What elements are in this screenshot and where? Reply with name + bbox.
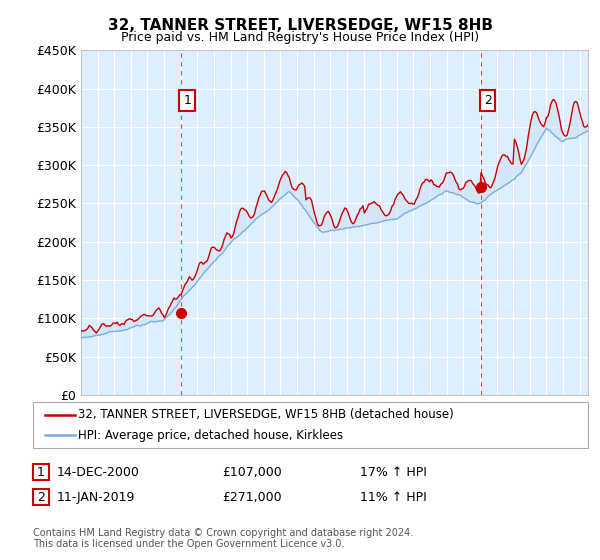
Text: 14-DEC-2000: 14-DEC-2000 (57, 465, 140, 479)
Text: £107,000: £107,000 (222, 465, 282, 479)
Text: Contains HM Land Registry data © Crown copyright and database right 2024.
This d: Contains HM Land Registry data © Crown c… (33, 528, 413, 549)
Text: 1: 1 (183, 94, 191, 107)
Text: 11-JAN-2019: 11-JAN-2019 (57, 491, 136, 504)
Text: 2: 2 (484, 94, 491, 107)
Text: 2: 2 (37, 491, 45, 504)
Text: 17% ↑ HPI: 17% ↑ HPI (360, 465, 427, 479)
Text: 1: 1 (37, 465, 45, 479)
Text: 32, TANNER STREET, LIVERSEDGE, WF15 8HB: 32, TANNER STREET, LIVERSEDGE, WF15 8HB (107, 18, 493, 33)
Text: 32, TANNER STREET, LIVERSEDGE, WF15 8HB (detached house): 32, TANNER STREET, LIVERSEDGE, WF15 8HB … (78, 408, 454, 421)
Text: HPI: Average price, detached house, Kirklees: HPI: Average price, detached house, Kirk… (78, 428, 343, 442)
Text: £271,000: £271,000 (222, 491, 281, 504)
Text: Price paid vs. HM Land Registry's House Price Index (HPI): Price paid vs. HM Land Registry's House … (121, 31, 479, 44)
Text: 11% ↑ HPI: 11% ↑ HPI (360, 491, 427, 504)
